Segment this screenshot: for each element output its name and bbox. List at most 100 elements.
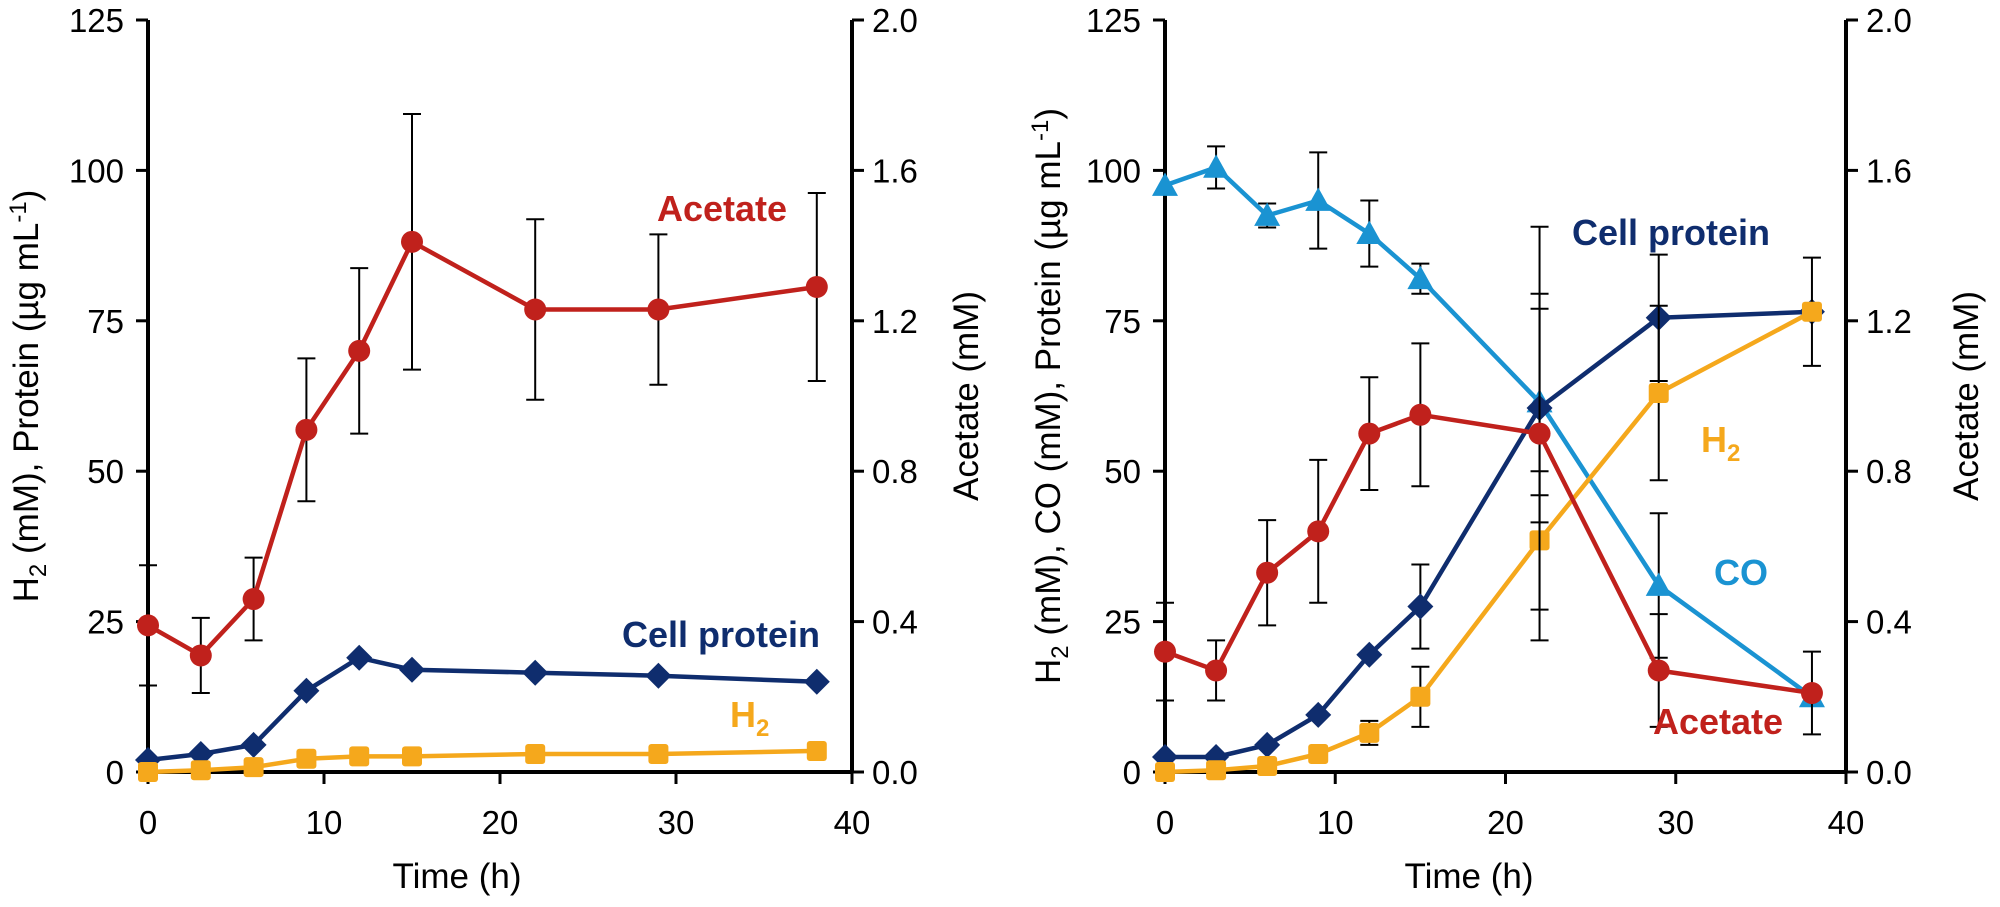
data-point-acetate — [295, 418, 318, 441]
y-title-end: ) — [1029, 108, 1068, 120]
left-y-tick-label: 100 — [1086, 152, 1141, 189]
data-point-acetate — [1647, 659, 1670, 682]
left-y-tick-label: 0 — [1123, 754, 1141, 791]
data-point-co — [1152, 172, 1178, 196]
y-title-end: ) — [7, 190, 46, 202]
series-label-main: H — [1701, 419, 1727, 460]
right-y-tick-label: 0.8 — [872, 453, 918, 490]
y-title-superscript: -1 — [5, 201, 32, 222]
data-point-co — [1407, 265, 1434, 290]
series-label-main: Acetate — [1653, 701, 1783, 742]
right-y-axis-title: Acetate (mM) — [947, 291, 986, 501]
data-point-acetate — [401, 230, 423, 253]
left-y-tick-label: 50 — [1104, 453, 1141, 490]
data-point-co — [1356, 220, 1383, 244]
series-acetate — [137, 113, 828, 695]
left-y-tick-label: 75 — [87, 303, 124, 340]
right-y-tick-label: 0.0 — [1866, 754, 1912, 791]
data-point-h2 — [1206, 760, 1227, 781]
data-point-acetate — [1358, 422, 1381, 445]
data-point-acetate — [805, 275, 828, 298]
data-point-acetate — [1409, 403, 1432, 426]
data-point-h2 — [525, 743, 546, 764]
data-point-h2 — [806, 740, 827, 761]
data-point-h2 — [243, 757, 264, 778]
data-point-cell-protein — [803, 668, 830, 695]
data-point-h2 — [1801, 301, 1822, 322]
y-title-text: (mM), Protein (µg mL — [7, 223, 46, 564]
right-y-tick-label: 2.0 — [1866, 2, 1912, 39]
data-point-co — [1254, 202, 1281, 226]
right-y-tick-label: 0.0 — [872, 754, 918, 791]
data-point-acetate — [189, 644, 212, 667]
data-point-h2 — [349, 746, 370, 767]
right-y-tick-label: 0.4 — [872, 604, 918, 641]
data-point-acetate — [242, 588, 265, 611]
series-label-main: CO — [1714, 552, 1768, 593]
y-title-subscript: 2 — [25, 564, 52, 577]
x-tick-label: 0 — [139, 804, 157, 841]
data-point-h2 — [402, 746, 422, 767]
right-y-tick-label: 0.4 — [1866, 604, 1912, 641]
x-tick-label: 0 — [1156, 804, 1174, 841]
left-y-axis-title: H2 (mM), Protein (µg mL-1) — [5, 190, 52, 603]
data-point-h2 — [190, 760, 211, 781]
data-point-h2 — [1155, 762, 1175, 782]
data-point-h2 — [1257, 755, 1278, 776]
data-point-acetate — [348, 339, 371, 362]
data-point-cell-protein — [522, 659, 549, 686]
x-tick-label: 20 — [1487, 804, 1524, 841]
data-point-h2 — [138, 762, 158, 782]
data-point-h2 — [1308, 743, 1329, 764]
series-acetate — [1154, 225, 1823, 736]
x-tick-label: 30 — [658, 804, 695, 841]
left-y-tick-label: 75 — [1104, 303, 1141, 340]
series-h2 — [1155, 256, 1822, 782]
right-y-tick-label: 0.8 — [1866, 453, 1912, 490]
data-point-cell-protein — [346, 644, 373, 671]
series-cell-protein — [135, 644, 830, 773]
series-label-co: CO — [1714, 552, 1768, 593]
right-y-tick-label: 1.2 — [872, 303, 918, 340]
data-point-co — [1645, 572, 1672, 596]
left-y-tick-label: 0 — [106, 754, 124, 791]
data-point-acetate — [137, 614, 159, 637]
data-point-acetate — [1256, 561, 1279, 584]
series-label-cell-protein: Cell protein — [1572, 212, 1770, 253]
data-point-cell-protein — [645, 662, 672, 689]
right-y-axis-title: Acetate (mM) — [1947, 291, 1986, 501]
data-point-acetate — [1307, 520, 1330, 543]
x-tick-label: 40 — [834, 804, 871, 841]
series-label-main: Acetate — [657, 188, 787, 229]
data-point-h2 — [648, 743, 669, 764]
data-point-acetate — [1800, 682, 1823, 705]
series-label-acetate: Acetate — [657, 188, 787, 229]
x-axis-title: Time (h) — [1405, 857, 1534, 896]
data-point-cell-protein — [1356, 641, 1383, 668]
right-y-tick-label: 1.6 — [872, 152, 918, 189]
y-title-main: H — [1029, 659, 1068, 684]
series-label-main: Cell protein — [1572, 212, 1770, 253]
series-label-main: Cell protein — [622, 614, 820, 655]
x-tick-label: 30 — [1657, 804, 1694, 841]
series-label-h2: H2 — [1701, 419, 1740, 467]
x-tick-label: 40 — [1828, 804, 1865, 841]
data-point-acetate — [524, 298, 547, 321]
left-y-tick-label: 50 — [87, 453, 124, 490]
data-point-cell-protein — [399, 656, 425, 683]
x-tick-label: 10 — [306, 804, 343, 841]
x-tick-label: 10 — [1317, 804, 1354, 841]
chart-panel-left: 0 10 20 30 40 0 25 50 75 100 125 0.0 0.4 0.8 1.2 1.6 2.0… — [5, 2, 986, 896]
series-label-main: H — [730, 694, 756, 735]
series-line-cell-protein — [1165, 309, 1812, 760]
y-title-main: H — [7, 577, 46, 602]
data-point-acetate — [1205, 659, 1228, 682]
left-y-tick-label: 25 — [87, 604, 124, 641]
data-point-h2 — [1410, 686, 1431, 707]
right-y-tick-label: 2.0 — [872, 2, 918, 39]
right-y-tick-label: 1.2 — [1866, 303, 1912, 340]
y-title-superscript: -1 — [1027, 120, 1054, 141]
data-point-cell-protein — [240, 731, 267, 758]
left-y-tick-label: 100 — [69, 152, 124, 189]
data-point-acetate — [647, 298, 670, 321]
